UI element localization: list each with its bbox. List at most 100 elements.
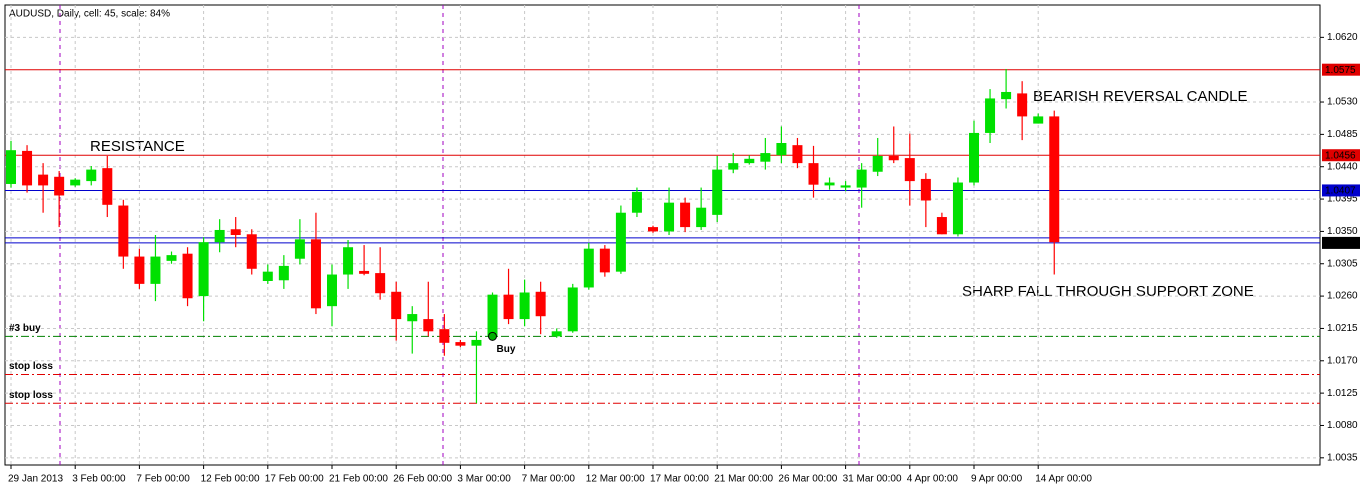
- y-tick-label: 1.0215: [1327, 323, 1358, 334]
- candle-body: [214, 229, 225, 243]
- x-tick-label: 3 Mar 00:00: [457, 474, 511, 485]
- candle-body: [150, 256, 161, 284]
- candle-body: [631, 191, 642, 213]
- signal-label: Buy: [497, 344, 516, 355]
- candle-body: [327, 274, 337, 307]
- candle-body: [519, 292, 530, 320]
- x-tick-label: 3 Feb 00:00: [72, 474, 126, 485]
- price-level-box: [1322, 149, 1360, 162]
- price-level-label: 1.0575: [1325, 65, 1356, 76]
- y-tick-label: 1.0485: [1327, 129, 1358, 140]
- y-tick-label: 1.0170: [1327, 355, 1358, 366]
- x-tick-label: 9 Apr 00:00: [971, 474, 1023, 485]
- order-label: #3 buy: [9, 323, 41, 334]
- candle-body: [744, 158, 755, 164]
- candle-body: [487, 294, 498, 337]
- y-tick-label: 1.0305: [1327, 258, 1358, 269]
- annotation: BEARISH REVERSAL CANDLE: [1033, 88, 1248, 105]
- candle-body: [391, 291, 402, 320]
- candle-body: [471, 339, 482, 346]
- x-tick-label: 31 Mar 00:00: [843, 474, 902, 485]
- candle-body: [375, 273, 386, 294]
- candle-body: [952, 182, 963, 235]
- candle-body: [856, 169, 867, 188]
- candle-body: [776, 143, 787, 156]
- candle-body: [969, 132, 979, 183]
- candle-body: [664, 202, 675, 232]
- candle-body: [872, 155, 883, 172]
- y-tick-label: 1.0530: [1327, 97, 1358, 108]
- candle-body: [535, 291, 546, 317]
- candle-body: [278, 265, 289, 281]
- candle-body: [599, 248, 610, 273]
- y-tick-label: 1.0080: [1327, 420, 1358, 431]
- candle-body: [407, 314, 418, 322]
- candle-body: [985, 98, 996, 133]
- x-tick-label: 14 Apr 00:00: [1035, 474, 1092, 485]
- x-tick-label: 26 Mar 00:00: [778, 474, 837, 485]
- candle-body: [936, 217, 947, 235]
- candle-body: [680, 202, 691, 228]
- candle-body: [38, 174, 49, 186]
- candle-body: [840, 185, 851, 188]
- x-tick-label: 12 Feb 00:00: [201, 474, 260, 485]
- x-tick-label: 12 Mar 00:00: [586, 474, 645, 485]
- y-tick-label: 1.0395: [1327, 194, 1358, 205]
- candle-body: [567, 287, 578, 332]
- plot-frame: [4, 4, 1321, 466]
- candle-body: [760, 153, 771, 162]
- candle-body: [1001, 91, 1012, 100]
- candle-body: [54, 176, 65, 196]
- candle-body: [551, 331, 562, 337]
- candle-body: [615, 212, 626, 272]
- candle-body: [1017, 93, 1028, 117]
- x-tick-label: 26 Feb 00:00: [393, 474, 452, 485]
- candle-body: [648, 227, 658, 232]
- candle-body: [262, 271, 273, 281]
- x-tick-label: 4 Apr 00:00: [907, 474, 959, 485]
- candle-body: [728, 163, 739, 170]
- candle-body: [824, 182, 835, 186]
- x-tick-label: 17 Feb 00:00: [265, 474, 324, 485]
- candle-body: [455, 342, 466, 346]
- annotation: SHARP FALL THROUGH SUPPORT ZONE: [962, 283, 1254, 300]
- candle-body: [1049, 116, 1060, 243]
- order-label: stop loss: [9, 390, 53, 401]
- candle-body: [102, 168, 113, 205]
- y-tick-label: 1.0125: [1327, 388, 1358, 399]
- y-tick-label: 1.0260: [1327, 291, 1358, 302]
- candle-body: [6, 150, 16, 184]
- candle-body: [343, 247, 354, 275]
- y-tick-label: 1.0350: [1327, 226, 1358, 237]
- candle-body: [1033, 116, 1044, 124]
- candle-body: [583, 248, 594, 288]
- candle-body: [696, 207, 707, 228]
- signal-marker: [488, 331, 497, 341]
- price-level-label: 1.0456: [1325, 150, 1356, 161]
- candle-body: [182, 253, 193, 299]
- candle-body: [310, 239, 321, 309]
- y-tick-label: 1.0035: [1327, 452, 1358, 463]
- candle-body: [904, 158, 915, 182]
- candle-body: [423, 319, 434, 332]
- annotation: RESISTANCE: [90, 138, 185, 155]
- candle-body: [70, 179, 81, 186]
- price-level-label: 1.0334: [1325, 238, 1356, 249]
- candle-body: [166, 255, 177, 261]
- candle-body: [920, 178, 931, 201]
- price-level-box: [1322, 184, 1360, 197]
- candle-body: [134, 256, 145, 284]
- candle-body: [22, 150, 33, 186]
- candle-body: [359, 270, 370, 274]
- candle-body: [503, 294, 514, 320]
- chart-title: AUDUSD, Daily, cell: 45, scale: 84%: [9, 9, 170, 20]
- candle-body: [86, 169, 97, 182]
- x-tick-label: 17 Mar 00:00: [650, 474, 709, 485]
- candle-body: [888, 155, 899, 161]
- candle-body: [792, 145, 803, 164]
- x-tick-label: 7 Feb 00:00: [136, 474, 190, 485]
- candle-body: [118, 205, 129, 257]
- candle-body: [808, 163, 819, 185]
- candle-body: [230, 229, 241, 235]
